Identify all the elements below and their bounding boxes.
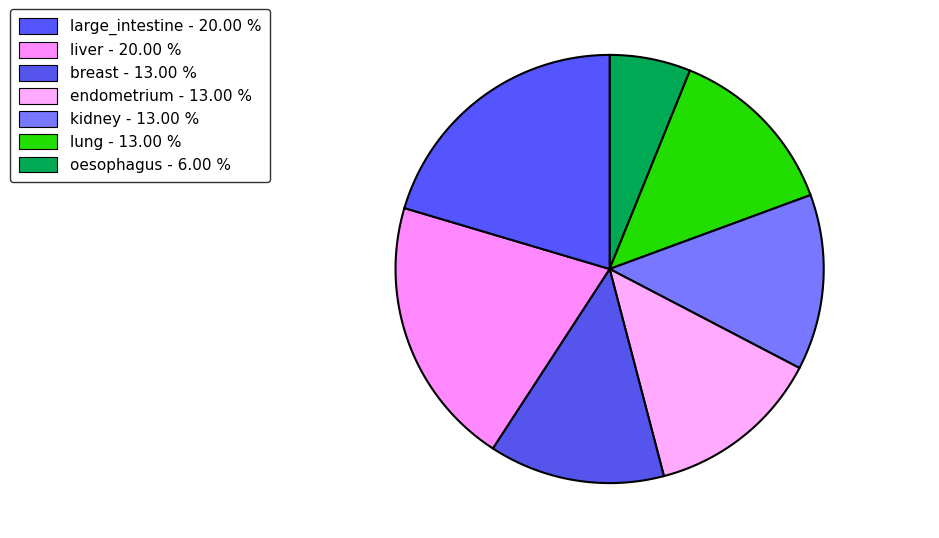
Polygon shape (395, 208, 609, 449)
Polygon shape (609, 55, 690, 269)
Polygon shape (609, 70, 810, 269)
Polygon shape (493, 269, 664, 483)
Legend: large_intestine - 20.00 %, liver - 20.00 %, breast - 13.00 %, endometrium - 13.0: large_intestine - 20.00 %, liver - 20.00… (10, 9, 270, 182)
Polygon shape (405, 55, 609, 269)
Polygon shape (609, 195, 824, 368)
Polygon shape (609, 269, 799, 476)
